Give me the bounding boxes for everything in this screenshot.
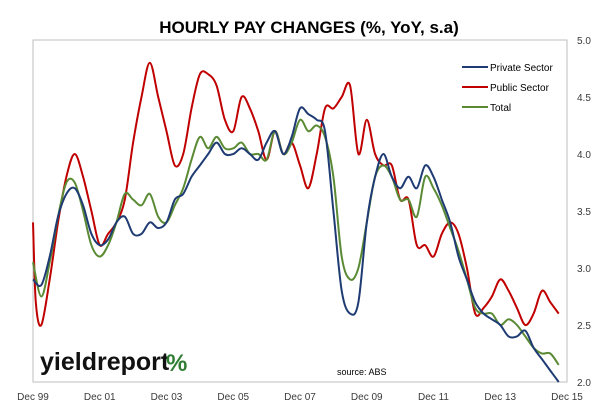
legend-label: Total — [490, 103, 511, 114]
legend-label: Public Sector — [490, 83, 550, 94]
x-tick-label: Dec 99 — [17, 392, 49, 403]
x-tick-label: Dec 03 — [151, 392, 183, 403]
y-axis-ticks: 2.0 2.5 3.0 3.5 4.0 4.5 5.0 — [577, 36, 591, 389]
series-lines — [32, 61, 560, 383]
x-tick-label: Dec 13 — [484, 392, 516, 403]
legend-label: Private Sector — [490, 63, 553, 74]
yieldreport-logo: yieldreport % — [40, 348, 187, 377]
y-tick-label: 3.0 — [577, 264, 591, 275]
x-tick-label: Dec 07 — [284, 392, 316, 403]
y-tick-label: 3.5 — [577, 207, 591, 218]
logo-text: yieldreport — [40, 348, 170, 376]
series-line-total — [32, 118, 560, 366]
x-tick-label: Dec 01 — [84, 392, 116, 403]
y-tick-label: 4.5 — [577, 93, 591, 104]
chart-title: HOURLY PAY CHANGES (%, YoY, s.a) — [159, 18, 458, 37]
x-tick-label: Dec 15 — [551, 392, 583, 403]
y-tick-label: 2.0 — [577, 378, 591, 389]
source-note: source: ABS — [337, 367, 387, 377]
series-line-public-sector — [32, 61, 560, 327]
series-line-private-sector — [32, 106, 560, 383]
legend: Private Sector Public Sector Total — [462, 63, 553, 114]
x-tick-label: Dec 05 — [217, 392, 249, 403]
plot-area-frame — [32, 39, 568, 383]
x-tick-label: Dec 11 — [418, 392, 449, 403]
logo-percent-sign: % — [166, 350, 187, 377]
y-tick-label: 4.0 — [577, 150, 591, 161]
x-tick-label: Dec 09 — [351, 392, 383, 403]
y-tick-label: 2.5 — [577, 321, 591, 332]
y-tick-label: 5.0 — [577, 36, 591, 47]
x-axis-ticks: Dec 99 Dec 01 Dec 03 Dec 05 Dec 07 Dec 09 Dec … — [17, 392, 583, 403]
